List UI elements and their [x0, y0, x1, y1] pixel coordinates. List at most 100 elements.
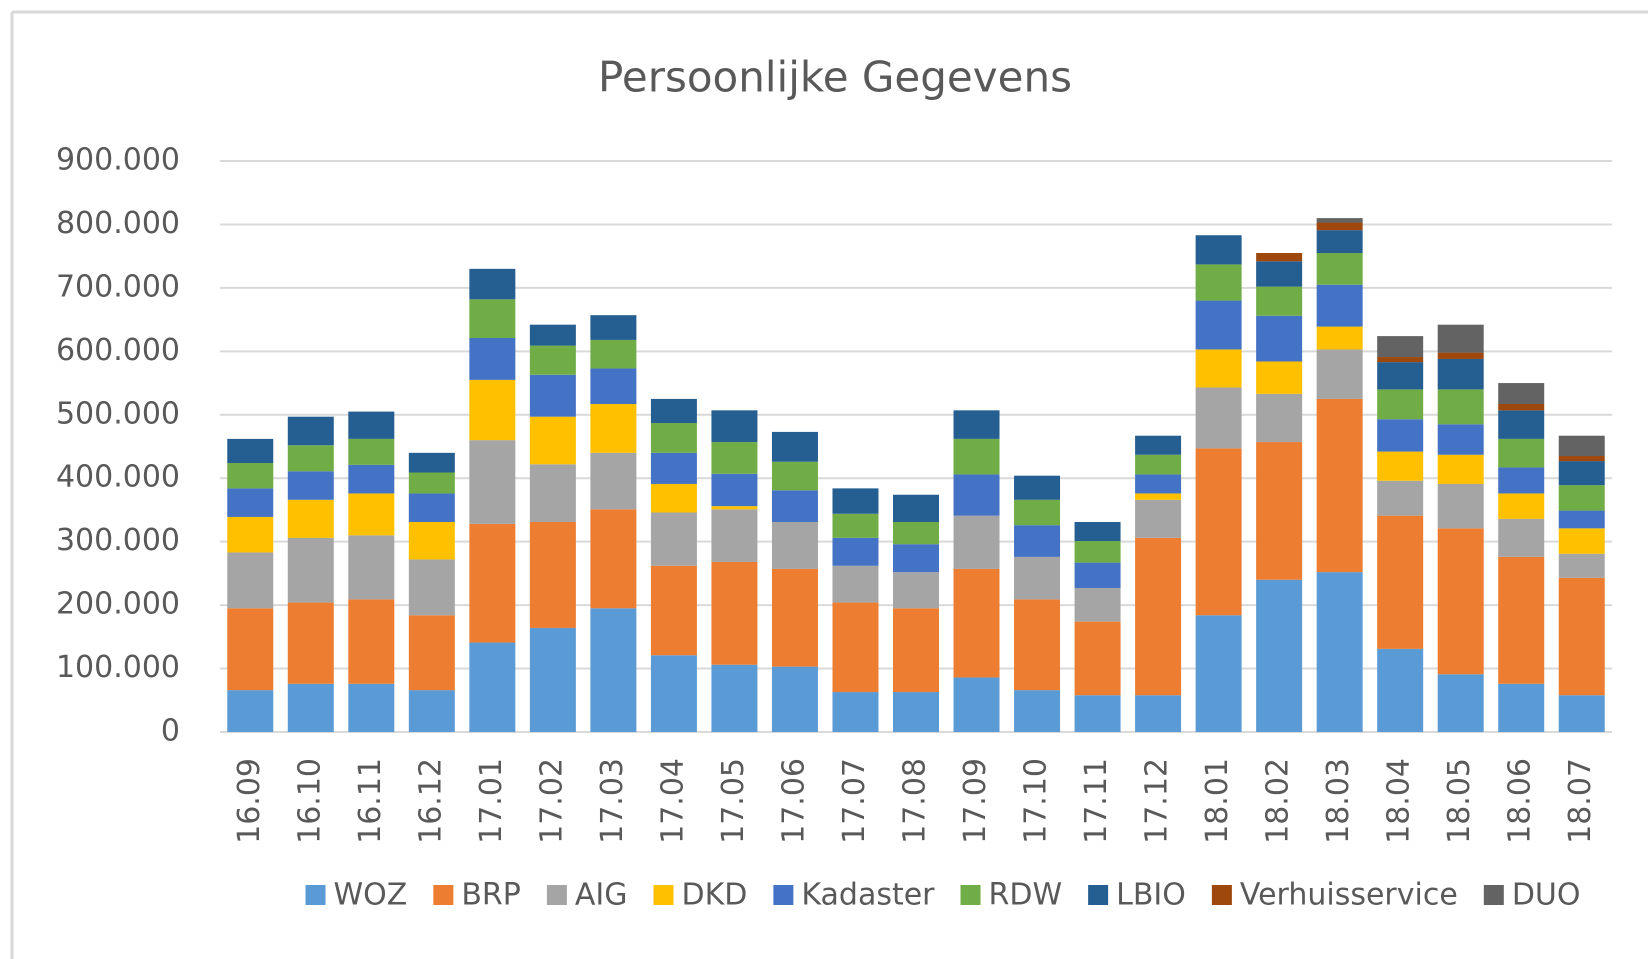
bar-segment	[1195, 448, 1242, 616]
bar-segment	[1074, 695, 1121, 732]
bar-segment	[1135, 537, 1182, 696]
x-tick-label: 16.10	[292, 758, 327, 844]
bar-segment	[590, 339, 637, 369]
bar-segment	[1135, 695, 1182, 732]
x-tick-label: 17.01	[474, 758, 509, 844]
bar-segment	[348, 683, 395, 732]
bar-segment	[832, 488, 879, 514]
bar-segment	[408, 472, 455, 494]
bar-segment	[1256, 393, 1303, 443]
bar-segment	[469, 523, 516, 643]
bar-segment	[893, 572, 939, 609]
bar-segment	[832, 513, 879, 538]
bar-segment	[1316, 252, 1363, 285]
bar-segment	[832, 692, 879, 732]
bar-segment	[1195, 349, 1242, 388]
bar-segment	[227, 552, 274, 609]
bar-segment	[287, 445, 334, 472]
bar-segment	[1558, 461, 1605, 486]
bar-segment	[1074, 521, 1121, 542]
bar-segment	[893, 544, 939, 573]
bar-segment	[287, 499, 334, 538]
bar-segment	[711, 664, 758, 732]
bar-segment	[408, 559, 455, 616]
bar-segment	[1316, 222, 1363, 231]
legend-label: DKD	[682, 878, 748, 913]
bar-segment	[408, 690, 455, 732]
legend-swatch	[305, 885, 326, 905]
bar-segment	[953, 474, 1000, 516]
x-tick-label: 18.02	[1261, 758, 1296, 844]
bar-segment	[408, 493, 455, 522]
bar-segment	[1437, 389, 1484, 425]
legend-label: DUO	[1512, 878, 1581, 913]
y-tick-label: 0	[161, 714, 180, 749]
bar-segment	[469, 299, 516, 339]
bar-segment	[771, 490, 818, 522]
bar-segment	[1074, 587, 1121, 622]
bar-segment	[1316, 230, 1363, 253]
bar-segment	[469, 642, 516, 732]
bar-segment	[771, 431, 818, 462]
bar-segment	[1558, 485, 1605, 511]
bar-segment	[1377, 362, 1424, 390]
bar-segment	[590, 509, 637, 609]
bar-segment	[1558, 435, 1605, 457]
x-tick-label: 17.07	[837, 758, 872, 844]
bar-segment	[1498, 403, 1545, 411]
legend-label: BRP	[461, 878, 521, 913]
bar-segment	[1437, 674, 1484, 732]
y-tick-label: 800.000	[56, 206, 180, 241]
bar-segment	[1498, 438, 1545, 468]
x-tick-label: 17.08	[898, 758, 933, 844]
bar-segment	[832, 602, 879, 693]
x-tick-label: 17.04	[655, 758, 690, 844]
legend-label: RDW	[989, 878, 1063, 913]
y-tick-label: 600.000	[56, 333, 180, 368]
bar-segment	[650, 423, 697, 453]
bar-segment	[1135, 499, 1182, 538]
legend-swatch	[1483, 885, 1504, 905]
bar-segment	[1256, 579, 1303, 732]
bar-segment	[1437, 483, 1484, 529]
bar-segment	[469, 440, 516, 524]
bar-segment	[1014, 499, 1061, 526]
bar-segment	[1558, 510, 1605, 529]
bar-segment	[1437, 324, 1484, 353]
bar-segment	[227, 462, 274, 489]
y-tick-label: 500.000	[56, 396, 180, 431]
bar-segment	[953, 515, 1000, 569]
bar-segment	[1195, 387, 1242, 449]
bar-segment	[1498, 493, 1545, 519]
bar-segment	[1316, 398, 1363, 573]
bar-segment	[1377, 451, 1424, 481]
bar-segment	[348, 599, 395, 684]
bar-segment	[1558, 456, 1605, 462]
y-tick-label: 900.000	[56, 143, 180, 178]
bar-segment	[893, 494, 939, 522]
bar-segment	[1316, 572, 1363, 732]
bar-segment	[1377, 515, 1424, 649]
bar-segment	[529, 521, 576, 628]
legend-swatch	[773, 885, 794, 905]
x-tick-label: 17.03	[595, 758, 630, 844]
bar-segment	[590, 452, 637, 510]
bar-segment	[1498, 518, 1545, 557]
bar-segment	[650, 565, 697, 656]
legend-label: LBIO	[1116, 878, 1186, 913]
bar-segment	[529, 345, 576, 375]
bar-segment	[408, 521, 455, 560]
bar-segment	[590, 368, 637, 404]
bar-segment	[1558, 553, 1605, 578]
bar-segment	[1256, 252, 1303, 262]
legend-label: WOZ	[334, 878, 408, 913]
bar-segment	[650, 398, 697, 424]
bar-segment	[711, 410, 758, 443]
bar-segment	[1316, 349, 1363, 399]
x-tick-label: 18.05	[1442, 758, 1477, 844]
bar-segment	[893, 608, 939, 693]
bar-segment	[953, 677, 1000, 732]
legend-label: Kadaster	[801, 878, 935, 913]
bar-segment	[1195, 615, 1242, 732]
bar-segment	[1195, 264, 1242, 301]
